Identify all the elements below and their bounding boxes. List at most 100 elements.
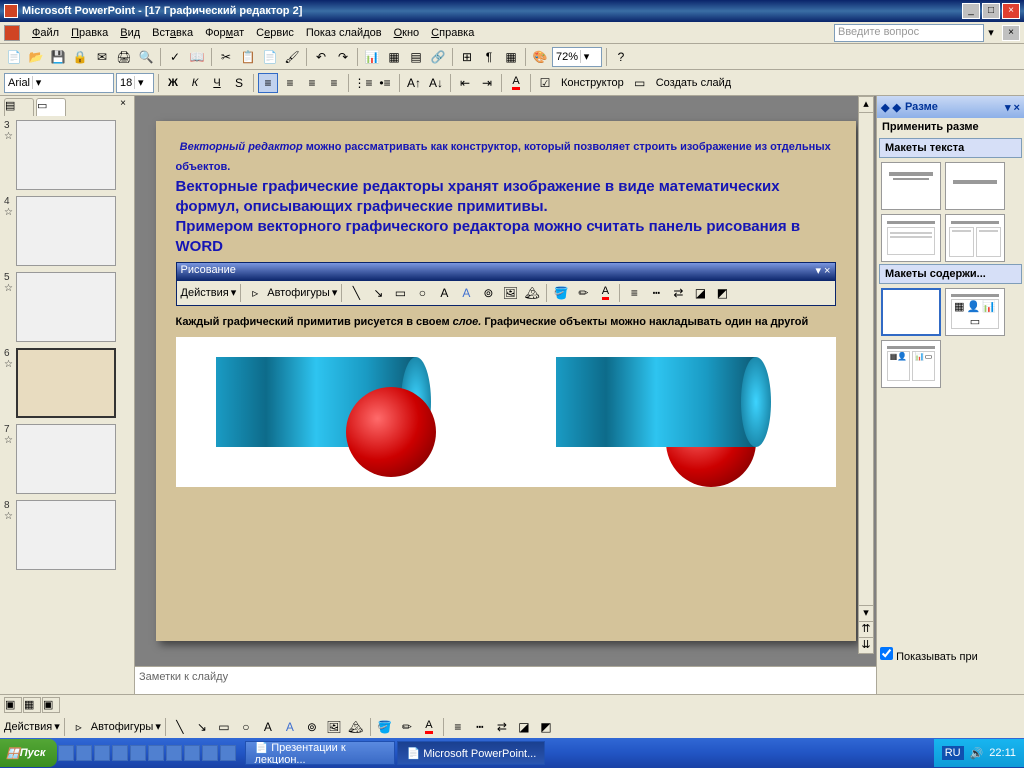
new-slide-icon[interactable]: ▭	[630, 73, 650, 93]
rectangle-icon[interactable]: ▭	[390, 283, 410, 303]
layout-item-selected[interactable]	[881, 288, 941, 336]
cut-icon[interactable]: ✂	[216, 47, 236, 67]
vertical-scrollbar[interactable]: ▴ ▾ ⇈ ⇊	[858, 96, 874, 654]
decrease-indent-icon[interactable]: ⇤	[455, 73, 475, 93]
align-center-icon[interactable]: ≡	[280, 73, 300, 93]
email-icon[interactable]: ✉	[92, 47, 112, 67]
quicklaunch-icon[interactable]	[94, 745, 110, 761]
diagram-icon[interactable]: ⊚	[302, 717, 322, 737]
select-icon[interactable]: ▹	[245, 283, 265, 303]
lang-indicator[interactable]: RU	[942, 746, 964, 760]
wordart-icon[interactable]: A	[456, 283, 476, 303]
quicklaunch-icon[interactable]	[166, 745, 182, 761]
system-tray[interactable]: RU 🔊 22:11	[934, 739, 1024, 767]
quicklaunch-icon[interactable]	[58, 745, 74, 761]
bullets-icon[interactable]: •≡	[375, 73, 395, 93]
print-icon[interactable]: 🖨	[114, 47, 134, 67]
actions-menu[interactable]: Действия	[4, 721, 52, 733]
menu-format[interactable]: Формат	[199, 25, 250, 41]
spell-icon[interactable]: ✓	[165, 47, 185, 67]
dash-style-icon[interactable]: ┅	[646, 283, 666, 303]
normal-view-button[interactable]: ▣	[4, 697, 22, 713]
diagram-icon[interactable]: ⊚	[478, 283, 498, 303]
start-button[interactable]: 🪟 Пуск	[0, 739, 57, 767]
numbering-icon[interactable]: ⋮≡	[353, 73, 373, 93]
undo-icon[interactable]: ↶	[311, 47, 331, 67]
layout-item[interactable]: ▦👤📊▭	[881, 340, 941, 388]
clipart-icon[interactable]: 🖼	[500, 283, 520, 303]
dash-style-icon[interactable]: ┅	[470, 717, 490, 737]
paste-icon[interactable]: 📄	[260, 47, 280, 67]
quicklaunch-icon[interactable]	[148, 745, 164, 761]
close-button[interactable]: ×	[1002, 3, 1020, 19]
align-right-icon[interactable]: ≡	[302, 73, 322, 93]
line-icon[interactable]: ╲	[346, 283, 366, 303]
minimize-button[interactable]: _	[962, 3, 980, 19]
tray-icon[interactable]: 🔊	[970, 747, 984, 760]
3d-icon[interactable]: ◩	[712, 283, 732, 303]
bold-icon[interactable]: Ж	[163, 73, 183, 93]
align-justify-icon[interactable]: ≡	[324, 73, 344, 93]
research-icon[interactable]: 📖	[187, 47, 207, 67]
quicklaunch-icon[interactable]	[130, 745, 146, 761]
shadow-icon2[interactable]: ◪	[690, 283, 710, 303]
textbox-icon[interactable]: A	[434, 283, 454, 303]
font-name-combo[interactable]: Arial▾	[4, 73, 114, 93]
format-painter-icon[interactable]: 🖌	[282, 47, 302, 67]
decrease-font-icon[interactable]: A↓	[426, 73, 446, 93]
taskbar-button[interactable]: 📄 Microsoft PowerPoint...	[397, 741, 545, 765]
thumbnail-7[interactable]: 7☆	[4, 424, 130, 494]
chart-icon[interactable]: 📊	[362, 47, 382, 67]
font-size-combo[interactable]: 18▾	[116, 73, 154, 93]
fill-color-icon[interactable]: 🪣	[551, 283, 571, 303]
layout-item[interactable]	[945, 162, 1005, 210]
shadow-style-icon[interactable]: ◪	[514, 717, 534, 737]
picture-icon[interactable]: 🏔	[346, 717, 366, 737]
layout-item[interactable]	[881, 214, 941, 262]
oval-icon[interactable]: ○	[412, 283, 432, 303]
shadow-icon[interactable]: S	[229, 73, 249, 93]
color-icon[interactable]: 🎨	[530, 47, 550, 67]
save-icon[interactable]: 💾	[48, 47, 68, 67]
grid-icon[interactable]: ▦	[501, 47, 521, 67]
menu-file[interactable]: Файл	[26, 25, 65, 41]
increase-font-icon[interactable]: A↑	[404, 73, 424, 93]
line-icon[interactable]: ╲	[170, 717, 190, 737]
table-icon[interactable]: ▦	[384, 47, 404, 67]
permission-icon[interactable]: 🔒	[70, 47, 90, 67]
task-pane-header[interactable]: ◆ ◆ Разме ▾ ×	[877, 96, 1024, 118]
line-color-icon[interactable]: ✏	[573, 283, 593, 303]
notes-area[interactable]: Заметки к слайду	[135, 666, 876, 694]
menu-tools[interactable]: Сервис	[250, 25, 300, 41]
maximize-button[interactable]: □	[982, 3, 1000, 19]
thumbnail-3[interactable]: 3☆	[4, 120, 130, 190]
drawing-autoshapes-menu[interactable]: Автофигуры	[267, 287, 330, 299]
menu-window[interactable]: Окно	[388, 25, 426, 41]
sorter-view-button[interactable]: ▦	[23, 697, 41, 713]
layout-item[interactable]: ▦👤📊▭	[945, 288, 1005, 336]
autoshapes-menu[interactable]: Автофигуры	[91, 721, 154, 733]
slideshow-view-button[interactable]: ▣	[42, 697, 60, 713]
show-formatting-icon[interactable]: ¶	[479, 47, 499, 67]
help-search-box[interactable]: Введите вопрос	[834, 24, 984, 42]
menu-help[interactable]: Справка	[425, 25, 480, 41]
textbox-icon[interactable]: A	[258, 717, 278, 737]
3d-style-icon[interactable]: ◩	[536, 717, 556, 737]
zoom-combo[interactable]: 72%▾	[552, 47, 602, 67]
line-style-icon[interactable]: ≡	[448, 717, 468, 737]
select-icon[interactable]: ▹	[69, 717, 89, 737]
oval-icon[interactable]: ○	[236, 717, 256, 737]
quicklaunch-icon[interactable]	[184, 745, 200, 761]
rectangle-icon[interactable]: ▭	[214, 717, 234, 737]
outline-tab[interactable]: ▤	[4, 98, 34, 116]
arrow-icon[interactable]: ↘	[368, 283, 388, 303]
underline-icon[interactable]: Ч	[207, 73, 227, 93]
quicklaunch-icon[interactable]	[220, 745, 236, 761]
preview-icon[interactable]: 🔍	[136, 47, 156, 67]
picture-icon[interactable]: 🏔	[522, 283, 542, 303]
align-left-icon[interactable]: ≡	[258, 73, 278, 93]
expand-icon[interactable]: ⊞	[457, 47, 477, 67]
help-icon[interactable]: ?	[611, 47, 631, 67]
clock[interactable]: 22:11	[989, 747, 1016, 759]
thumbnail-6[interactable]: 6☆	[4, 348, 130, 418]
